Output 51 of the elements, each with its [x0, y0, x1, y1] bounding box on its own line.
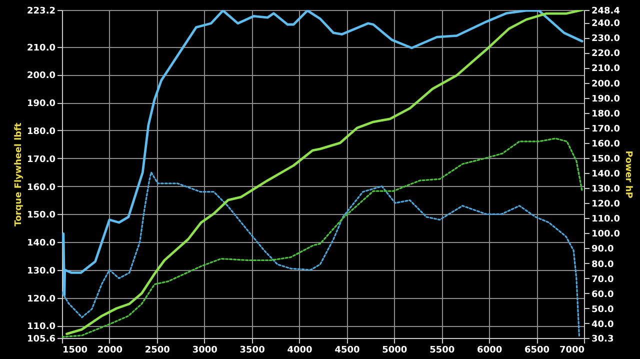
x-tick-label: 4000	[287, 346, 312, 356]
y-tick-label: 105.6	[27, 334, 56, 344]
y-tick-label: 120.0	[27, 294, 56, 304]
x-tick-label: 3500	[240, 346, 265, 356]
x-tick-label: 3000	[192, 346, 218, 356]
y-tick-label: 200.0	[27, 71, 56, 82]
y2-tick-label: 170.0	[592, 124, 620, 134]
y2-tick-label: 80.0	[592, 260, 614, 270]
y2-tick-label: 40.0	[592, 320, 614, 330]
y2-tick-label: 60.0	[592, 290, 614, 300]
y2-tick-label: 160.0	[592, 139, 620, 150]
line-series	[62, 172, 580, 338]
y-tick-label: 150.0	[27, 210, 56, 221]
x-tick-label: 5000	[382, 346, 408, 356]
y2-tick-label: 140.0	[592, 170, 620, 180]
y2-tick-label: 220.0	[592, 49, 620, 60]
y2-tick-label: 50.0	[592, 304, 614, 315]
y2-tick-label: 210.0	[592, 64, 620, 74]
y-tick-label: 210.0	[27, 43, 56, 54]
y2-tick-label: 240.0	[592, 19, 620, 30]
y2-tick-label: 100.0	[592, 230, 620, 240]
x-tick-label: 1500	[62, 346, 88, 356]
y2-tick-label: 120.0	[592, 200, 620, 210]
y2-tick-label: 150.0	[592, 154, 620, 164]
y2-axis-title: Power hP	[622, 150, 633, 199]
y-tick-label: 110.0	[27, 322, 56, 332]
y2-tick-label: 180.0	[592, 109, 620, 120]
y2-tick-label: 230.0	[592, 34, 620, 44]
x-tick-label: 2000	[97, 346, 122, 356]
y2-tick-label: 190.0	[592, 94, 620, 104]
y2-tick-label: 30.3	[592, 334, 614, 344]
y2-tick-label: 70.0	[592, 274, 614, 285]
x-tick-label: 5500	[430, 346, 455, 356]
y-tick-label: 140.0	[27, 238, 56, 249]
y2-tick-label: 130.0	[592, 184, 620, 195]
y-tick-label: 130.0	[27, 266, 56, 276]
x-tick-label: 7000	[559, 346, 584, 356]
y-tick-label: 190.0	[27, 99, 56, 110]
x-tick-label: 4500	[334, 346, 360, 356]
y2-tick-label: 248.4	[592, 6, 620, 16]
x-tick-label: 6500	[524, 346, 550, 356]
y-axis-title: Torque Flywheel lbft	[14, 122, 24, 226]
x-tick-label: 6000	[477, 346, 502, 356]
y-tick-label: 170.0	[27, 154, 56, 165]
y-tick-label: 180.0	[27, 126, 56, 137]
y-tick-label: 223.2	[27, 6, 56, 16]
x-tick-label: 2500	[144, 346, 170, 356]
y2-tick-label: 90.0	[592, 244, 614, 255]
y-tick-label: 160.0	[27, 182, 56, 193]
y2-tick-label: 110.0	[592, 214, 620, 225]
y2-tick-label: 200.0	[592, 79, 620, 90]
